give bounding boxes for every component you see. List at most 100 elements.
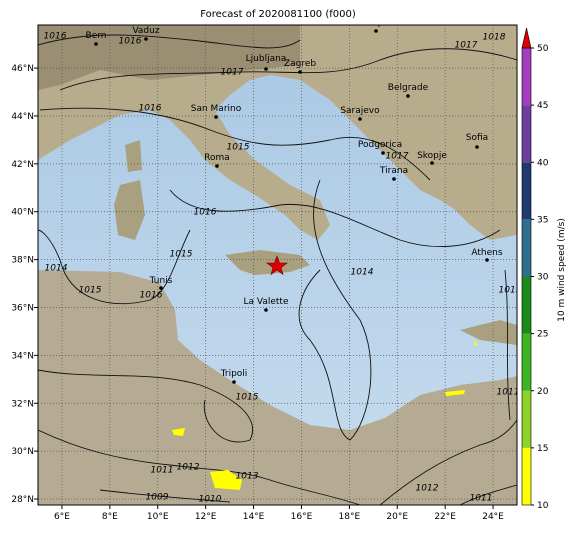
isobar-label: 1016	[119, 37, 142, 47]
y-tick-label: 36°N	[11, 303, 34, 313]
svg-text:Tunis: Tunis	[149, 276, 173, 286]
sardinia	[114, 180, 145, 240]
city: La Valette	[244, 297, 289, 312]
alps	[38, 25, 300, 90]
city: Roma	[204, 153, 230, 168]
svg-text:Tirana: Tirana	[379, 166, 408, 176]
isobar	[38, 429, 361, 505]
isobar	[298, 179, 372, 441]
isobar-label: 1013	[236, 472, 259, 482]
city: Sarajevo	[340, 106, 380, 121]
y-tick-label: 46°N	[11, 64, 34, 74]
city: Tirana	[379, 166, 408, 181]
isobar-label: 1010	[199, 495, 222, 505]
y-tick-label: 30°N	[11, 447, 34, 457]
crete	[460, 320, 517, 345]
city: Budapest	[355, 18, 398, 33]
isobar-label: 1011	[151, 466, 174, 476]
svg-text:Sarajevo: Sarajevo	[340, 106, 380, 116]
colorbar-segment	[522, 333, 531, 391]
colorbar-tick-label: 45	[537, 101, 548, 111]
isobar-label: 1009	[146, 493, 169, 503]
colorbar-segment	[522, 219, 531, 277]
corsica	[125, 140, 142, 172]
x-tick-label: 12°E	[195, 512, 217, 522]
x-tick-label: 16°E	[291, 512, 313, 522]
isobar	[38, 34, 301, 49]
map-area: Bern Vaduz Budapest Ljubljana Zagreb San…	[38, 18, 522, 505]
colorbar-extend	[521, 27, 532, 49]
isobar-label: 1012	[416, 484, 439, 494]
svg-text:Vaduz: Vaduz	[132, 26, 159, 36]
svg-text:Zagreb: Zagreb	[284, 59, 316, 69]
map-frame	[37, 24, 518, 506]
colorbar-tick-label: 35	[537, 215, 548, 225]
isobar-label: 1015	[170, 250, 193, 260]
isobar-label: 1012	[177, 463, 200, 473]
isobar-label: 1017	[221, 68, 244, 78]
colorbar-segment	[522, 390, 531, 448]
marker-star	[266, 255, 288, 276]
isobar-label: 1015	[79, 286, 102, 296]
svg-text:Tripoli: Tripoli	[220, 369, 248, 379]
x-tick-label: 14°E	[243, 512, 265, 522]
y-tick-label: 38°N	[11, 256, 34, 266]
svg-text:Ljubljana: Ljubljana	[246, 54, 287, 64]
city: San Marino	[191, 104, 242, 119]
colorbar-tick-label: 30	[537, 273, 549, 283]
colorbar-label: 10 m wind speed (m/s)	[557, 218, 567, 322]
svg-text:Belgrade: Belgrade	[388, 83, 429, 93]
y-tick-label: 28°N	[11, 495, 34, 505]
isobar	[169, 189, 501, 247]
y-tick-label: 44°N	[11, 112, 34, 122]
isobar-label: 1015	[227, 143, 250, 153]
isobar-label: 1011	[470, 494, 493, 504]
city: Zagreb	[284, 59, 316, 74]
svg-text:Roma: Roma	[204, 153, 230, 163]
isobar-label: 1016	[44, 32, 67, 42]
isobar-label: 1016	[140, 291, 163, 301]
colorbar-segment	[522, 447, 531, 505]
isobar-label: 1014	[351, 268, 374, 278]
y-tick-label: 42°N	[11, 160, 34, 170]
svg-text:La Valette: La Valette	[244, 297, 289, 307]
colorbar-segment	[522, 48, 531, 106]
colorbar-segment	[522, 105, 531, 163]
city: Tripoli	[220, 369, 248, 384]
isobar-label: 1013	[499, 286, 522, 296]
y-tick-label: 34°N	[11, 351, 34, 361]
isobar	[379, 419, 517, 505]
x-tick-label: 18°E	[339, 512, 361, 522]
city: Podgorica	[358, 140, 402, 155]
city: Ljubljana	[246, 54, 287, 71]
svg-text:Skopje: Skopje	[417, 151, 447, 161]
city: Belgrade	[388, 83, 429, 98]
isobar-label: 1018	[483, 33, 506, 43]
colorbar-tick-label: 10	[537, 501, 549, 511]
svg-text:Sofia: Sofia	[466, 133, 488, 143]
svg-text:Budapest: Budapest	[355, 18, 398, 28]
isobar	[459, 484, 517, 505]
isobar-label: 1016	[194, 208, 217, 218]
sicily	[225, 250, 310, 275]
svg-text:Podgorica: Podgorica	[358, 140, 402, 150]
x-tick-label: 20°E	[386, 512, 408, 522]
city: Vaduz	[132, 26, 160, 41]
colorbar-tick-label: 15	[537, 444, 548, 454]
x-tick-label: 6°E	[54, 512, 70, 522]
isobar-label: 1011	[497, 388, 520, 398]
city: Athens	[471, 248, 503, 262]
isobar-label: 1015	[236, 393, 259, 403]
isobar-label: 1017	[455, 41, 478, 51]
colorbar-segment	[522, 162, 531, 220]
y-tick-label: 32°N	[11, 399, 34, 409]
colorbar-tick-label: 20	[537, 387, 549, 397]
isobar-label: 1017	[386, 152, 409, 162]
isobar	[38, 229, 191, 305]
colorbar-tick-label: 40	[537, 158, 549, 168]
colorbar-tick-label: 50	[537, 44, 549, 54]
isobar	[38, 369, 253, 443]
x-tick-label: 22°E	[434, 512, 456, 522]
title: Forecast of 2020081100 (f000)	[200, 9, 356, 20]
